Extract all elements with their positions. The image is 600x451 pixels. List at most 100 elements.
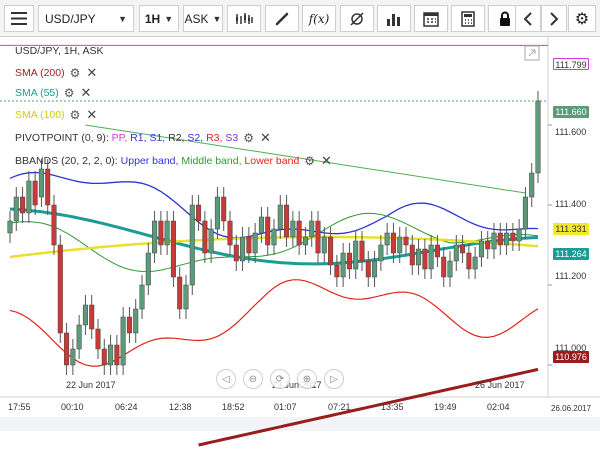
candle xyxy=(252,232,258,254)
candle xyxy=(214,196,220,230)
close-icon[interactable]: ✕ xyxy=(259,130,271,145)
close-icon[interactable]: ✕ xyxy=(321,153,332,168)
gear-icon[interactable]: ⚙ xyxy=(63,86,75,100)
candle xyxy=(233,244,239,262)
close-icon[interactable]: ✕ xyxy=(80,85,92,100)
price-chart[interactable] xyxy=(0,37,600,451)
candle xyxy=(416,248,422,266)
arrow-right-icon xyxy=(550,11,559,26)
candle xyxy=(240,236,246,262)
candle xyxy=(70,348,76,366)
calculator-button[interactable] xyxy=(451,5,485,32)
candle xyxy=(76,324,82,350)
reset-button[interactable]: ⟳ xyxy=(270,369,290,389)
candle xyxy=(384,232,390,246)
candle xyxy=(89,304,95,330)
candle xyxy=(302,236,308,246)
chart-toolbar: USD/JPY ▼ 1H ▼ ASK ▼ f(x) xyxy=(0,0,600,37)
volume-icon xyxy=(387,13,400,26)
calendar-button[interactable] xyxy=(414,5,448,32)
symbol-select[interactable]: USD/JPY ▼ xyxy=(38,5,134,32)
settings-button[interactable]: ⚙ xyxy=(568,5,596,32)
candle xyxy=(334,264,340,278)
calendar-icon xyxy=(423,11,439,27)
gear-icon[interactable]: ⚙ xyxy=(243,131,254,145)
candle xyxy=(38,168,44,198)
candle xyxy=(82,304,88,326)
crosshair-button[interactable] xyxy=(340,5,374,32)
zoom-out-button[interactable]: ⊖ xyxy=(243,369,263,389)
legend-sma55-label: SMA (55) xyxy=(15,87,59,99)
candle xyxy=(485,240,491,250)
candle xyxy=(434,244,440,258)
candle xyxy=(321,236,327,254)
candle xyxy=(516,228,522,242)
time-axis-label: 00:10 xyxy=(61,402,84,412)
candle xyxy=(246,236,252,254)
sma200-line xyxy=(198,367,539,447)
indicator-button[interactable]: f(x) xyxy=(302,5,336,32)
scroll-left-button[interactable] xyxy=(515,5,541,32)
price-type-select[interactable]: ASK ▼ xyxy=(183,5,223,32)
candle xyxy=(315,220,321,254)
chart-title-text: USD/JPY, 1H, ASK xyxy=(15,45,104,57)
legend-bbands: BBANDS (20, 2, 2, 0): Upper band, Middle… xyxy=(15,153,332,169)
candle xyxy=(472,256,478,270)
time-axis-date: 26.06.2017 xyxy=(551,404,592,413)
sma55-line xyxy=(9,207,539,266)
legend-sma200-label: SMA (200) xyxy=(15,67,65,79)
candle xyxy=(353,240,359,270)
chevron-down-icon: ▼ xyxy=(164,13,174,24)
legend-pivot-r1: R1, xyxy=(130,132,147,144)
legend-pivot-s3: S3 xyxy=(225,132,239,144)
bb-lower-band xyxy=(9,279,539,367)
legend-sma55: SMA (55) ⚙ ✕ xyxy=(15,85,91,101)
legend-sma100-label: SMA (100) xyxy=(15,109,65,121)
gear-icon[interactable]: ⚙ xyxy=(69,108,81,122)
chevron-down-icon: ▼ xyxy=(212,13,222,24)
candle xyxy=(403,236,409,246)
candle xyxy=(535,100,541,174)
scroll-forward-button[interactable]: ▷ xyxy=(324,369,344,389)
scroll-right-button[interactable] xyxy=(541,5,567,32)
candle xyxy=(170,220,176,278)
close-icon[interactable]: ✕ xyxy=(86,65,98,80)
zoom-in-button[interactable]: ⊕ xyxy=(297,369,317,389)
gear-icon[interactable]: ⚙ xyxy=(304,154,316,168)
calculator-icon xyxy=(461,10,475,27)
chart-area[interactable]: USD/JPY, 1H, ASK SMA (200) ⚙ ✕ SMA (55) ⚙… xyxy=(0,37,600,451)
volume-button[interactable] xyxy=(377,5,411,32)
time-axis-label: 01:07 xyxy=(274,402,297,412)
trend-line xyxy=(85,124,526,194)
scroll-back-button[interactable]: ◁ xyxy=(216,369,236,389)
candle xyxy=(447,260,453,278)
legend-bb-lower: Lower band xyxy=(244,155,300,167)
arrow-left-icon: ◁ xyxy=(222,373,230,385)
close-icon[interactable]: ✕ xyxy=(86,107,98,122)
maximize-icon[interactable] xyxy=(524,45,540,61)
candle xyxy=(372,260,378,278)
price-tag-sma55: 111.264 xyxy=(553,248,589,260)
candle xyxy=(478,240,484,258)
chart-type-button[interactable] xyxy=(227,5,261,32)
zoom-out-icon: ⊖ xyxy=(248,373,258,385)
menu-button[interactable] xyxy=(4,5,34,32)
candle xyxy=(120,316,126,366)
candle xyxy=(101,348,107,366)
timeframe-select[interactable]: 1H ▼ xyxy=(139,5,179,32)
candle xyxy=(271,228,277,246)
draw-button[interactable] xyxy=(265,5,299,32)
candle xyxy=(164,220,170,246)
candle xyxy=(510,232,516,242)
chart-type-icon xyxy=(236,12,253,24)
candle xyxy=(296,220,302,246)
candle xyxy=(428,244,434,270)
candle xyxy=(177,276,183,310)
time-axis-label: 17:55 xyxy=(8,402,31,412)
candle xyxy=(409,244,415,266)
candle xyxy=(114,344,120,366)
gear-icon[interactable]: ⚙ xyxy=(69,66,81,80)
legend-pivot-r2: R2, xyxy=(168,132,185,144)
time-axis-label: 19:49 xyxy=(434,402,457,412)
